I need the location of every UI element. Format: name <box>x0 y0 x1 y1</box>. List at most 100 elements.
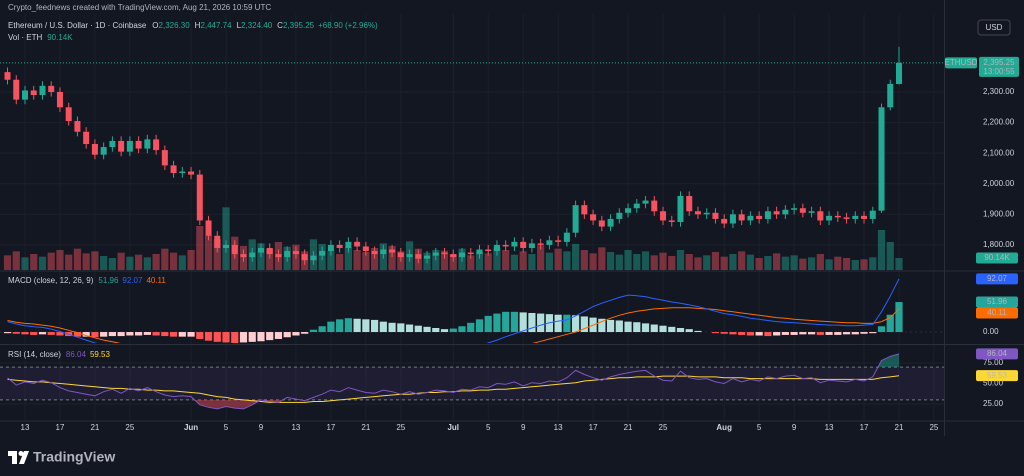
volume-bar <box>65 254 73 270</box>
volume-bar <box>440 250 449 270</box>
y-tick-label: 1,800.00 <box>983 240 1015 249</box>
macd-histogram-bar <box>117 332 125 337</box>
volume-bar <box>650 255 658 270</box>
volume-bar <box>47 252 55 270</box>
volume-bar <box>117 252 125 270</box>
candle-body <box>782 209 789 215</box>
x-tick-label: 5 <box>757 423 762 432</box>
volume-bar <box>30 254 38 270</box>
candle-body <box>607 218 614 227</box>
volume-bar <box>615 254 623 270</box>
x-tick-label: 17 <box>860 423 869 432</box>
volume-bar <box>711 252 720 270</box>
candle-body <box>126 140 133 152</box>
candle-body <box>432 252 439 256</box>
candle-body <box>773 211 780 215</box>
candle-body <box>791 208 798 210</box>
macd-histogram-bar <box>860 332 868 334</box>
currency-button[interactable] <box>977 19 1011 36</box>
macd-histogram-bar <box>432 327 440 333</box>
candle-body <box>721 218 728 224</box>
macd-histogram-bar <box>274 332 283 339</box>
macd-histogram-bar <box>886 314 894 333</box>
candle-body <box>450 254 457 258</box>
volume-bar <box>187 250 195 270</box>
candle-body <box>590 214 597 221</box>
volume-bar <box>493 247 501 270</box>
macd-histogram-bar <box>73 332 82 337</box>
volume-bar <box>746 254 755 270</box>
macd-histogram-bar <box>301 332 309 334</box>
macd-histogram-bar <box>353 318 361 333</box>
x-tick-label: 9 <box>792 423 797 432</box>
candle-body <box>520 241 527 248</box>
candle-body <box>651 200 658 212</box>
macd-histogram-bar <box>283 332 291 338</box>
volume-bar <box>108 258 116 270</box>
candle-body <box>826 215 833 221</box>
candle-body <box>153 139 160 151</box>
volume-bar <box>388 246 396 270</box>
volume-bar <box>467 255 475 270</box>
volume-bar <box>152 254 160 270</box>
rsi-line <box>7 353 900 410</box>
volume-bar <box>773 253 781 270</box>
axis-tag <box>976 296 1018 308</box>
candle-body <box>301 254 308 261</box>
macd-histogram-bar <box>414 325 422 333</box>
macd-histogram-bar <box>563 314 571 333</box>
macd-histogram-bar <box>458 326 466 333</box>
candle-body <box>878 107 885 211</box>
y-tick-label: 1,900.00 <box>983 209 1015 218</box>
candle-body <box>485 249 492 252</box>
candle-body <box>21 90 28 100</box>
macd-histogram-bar <box>56 332 64 336</box>
macd-histogram-bar <box>895 302 903 333</box>
macd-histogram-bar <box>641 323 650 333</box>
volume-bar <box>336 254 344 270</box>
volume-bar <box>353 250 361 270</box>
ticker-tag-label: ETHUSD <box>945 58 978 67</box>
volume-bar <box>676 250 685 270</box>
volume-bar <box>502 250 510 270</box>
volume-bar <box>510 254 519 270</box>
x-tick-label: 25 <box>125 423 134 432</box>
volume-bar <box>563 251 571 270</box>
candle-body <box>397 252 404 258</box>
macd-histogram-bar <box>807 332 816 335</box>
candle-body <box>738 214 745 221</box>
candle-body <box>546 240 553 245</box>
volume-bar <box>12 251 20 270</box>
volume-bar <box>624 250 632 270</box>
currency[interactable]: USD <box>986 23 1003 32</box>
candle-body <box>808 211 815 213</box>
volume-bar <box>222 207 230 270</box>
candle-body <box>336 244 343 248</box>
ohlc-value: 2,395.25 <box>283 21 315 30</box>
candle-body <box>65 107 72 122</box>
candle-body <box>371 251 378 255</box>
volume-bar <box>82 253 90 270</box>
macd-histogram-bar <box>161 332 169 337</box>
macd-histogram-bar <box>187 332 195 337</box>
macd-histogram-bar <box>169 332 178 337</box>
volume-bar <box>196 226 204 270</box>
macd-histogram-bar <box>100 332 108 337</box>
macd-title: MACD (close, 12, 26, 9) <box>8 276 94 285</box>
candle-body <box>703 212 710 215</box>
volume-bar <box>537 245 545 270</box>
candle-body <box>458 252 465 258</box>
candle-body <box>223 244 230 248</box>
macd-histogram-bar <box>397 323 405 333</box>
x-tick-label: 5 <box>224 423 229 432</box>
candle-body <box>861 215 868 219</box>
countdown-label: 13:00:55 <box>983 67 1015 76</box>
candle-body <box>406 254 413 258</box>
candle-body <box>616 212 623 219</box>
rsi-plot <box>7 353 900 410</box>
macd-histogram-bar <box>851 332 859 335</box>
macd-histogram-bar <box>213 332 221 342</box>
volume-bar <box>720 256 728 270</box>
volume-bar <box>825 259 833 270</box>
candle-body <box>764 211 771 219</box>
